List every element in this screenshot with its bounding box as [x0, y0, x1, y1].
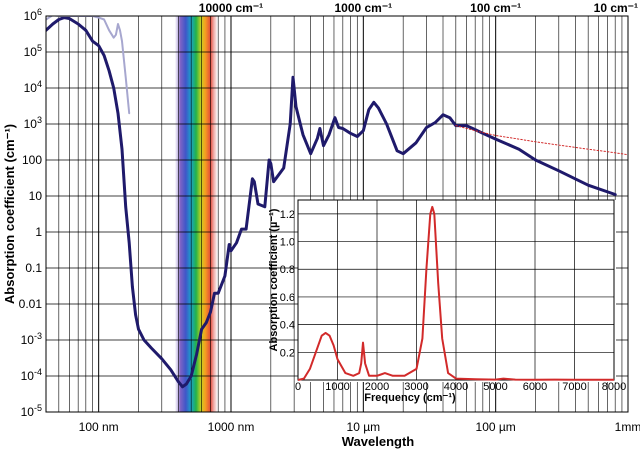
- y-tick-labels: 106 105 104 103 100 10 1 0.1 0.01 10-3 10-4 10-5: [19, 7, 43, 419]
- inset-x-tick-label: 7000: [562, 381, 586, 393]
- bottom-tick-label: 1000 nm: [208, 420, 255, 434]
- bottom-tick-label: 100 nm: [79, 420, 119, 434]
- series-line-0: [46, 16, 617, 389]
- y-tick-label: 103: [24, 115, 42, 131]
- inset-y-tick-labels: 0.2 0.4 0.6 0.8 1.0 1.2: [280, 209, 295, 359]
- top-tick-labels: 10000 cm⁻¹ 1000 cm⁻¹ 100 cm⁻¹ 10 cm⁻¹: [199, 1, 638, 15]
- inset-x-tick-label: 2000: [365, 381, 389, 393]
- top-tick-label: 10 cm⁻¹: [594, 1, 638, 15]
- visible-band: [175, 16, 217, 412]
- y-tick-label: 0.1: [25, 261, 42, 275]
- top-tick-label: 1000 cm⁻¹: [334, 1, 392, 15]
- y-axis-title: Absorption coefficient (cm⁻¹): [2, 124, 17, 304]
- main-series: [46, 16, 628, 389]
- inset-y-tick-label: 0.8: [280, 264, 295, 276]
- series-line-2: [455, 125, 628, 156]
- y-tick-label: 0.01: [19, 297, 43, 311]
- inset-x-tick-labels: 0 1000 2000 3000 4000 5000 6000 7000 8000: [295, 381, 626, 393]
- inset-y-tick-label: 1.0: [280, 237, 295, 249]
- inset-background: [298, 200, 616, 382]
- inset-series-line-0: [297, 205, 614, 381]
- y-tick-label: 10-3: [21, 331, 42, 347]
- inset-x-tick-label: 3000: [404, 381, 428, 393]
- inset-y-tick-label: 0.6: [280, 292, 295, 304]
- inset-y-tick-label: 1.2: [280, 209, 295, 221]
- inset-series: [297, 205, 614, 381]
- bottom-tick-labels: 100 nm 1000 nm 10 µm 100 µm 1mm: [79, 420, 640, 434]
- y-tick-label: 10-4: [21, 367, 42, 383]
- top-tick-label: 100 cm⁻¹: [470, 1, 521, 15]
- y-tick-label: 10-5: [21, 403, 42, 419]
- inset-grid: [297, 199, 615, 381]
- top-tick-label: 10000 cm⁻¹: [199, 1, 263, 15]
- bottom-tick-label: 100 µm: [476, 420, 516, 434]
- inset-x-axis-title: Frequency (cm⁻¹): [364, 392, 456, 404]
- x-axis-title: Wavelength: [342, 434, 415, 449]
- inset-x-tick-label: 6000: [523, 381, 547, 393]
- inset-frame: [297, 199, 615, 381]
- inset-chart: 0 1000 2000 3000 4000 5000 6000 7000 8000 0.2 0.4…: [268, 199, 626, 404]
- y-tick-label: 104: [24, 79, 42, 95]
- y-tick-label: 105: [24, 43, 42, 59]
- y-tick-label: 100: [22, 153, 42, 167]
- y-tick-label: 106: [24, 7, 42, 23]
- y-tick-label: 10: [29, 189, 43, 203]
- inset-x-tick-label: 4000: [444, 381, 468, 393]
- inset-y-tick-label: 0.4: [280, 320, 295, 332]
- inset-x-tick-label: 8000: [602, 381, 626, 393]
- inset-y-tick-label: 0.2: [280, 347, 295, 359]
- plot-frame: [45, 15, 629, 413]
- visible-spectrum-band: [175, 16, 217, 412]
- inset-x-tick-label: 5000: [483, 381, 507, 393]
- inset-y-axis-title: Absorption coefficient (µ⁻¹): [268, 208, 280, 351]
- bottom-tick-label: 1mm: [615, 420, 640, 434]
- bottom-tick-label: 10 µm: [347, 420, 381, 434]
- inset-x-tick-label: 0: [295, 381, 301, 393]
- inset-x-tick-label: 1000: [325, 381, 349, 393]
- series-line-1: [46, 16, 131, 115]
- y-tick-label: 1: [35, 225, 42, 239]
